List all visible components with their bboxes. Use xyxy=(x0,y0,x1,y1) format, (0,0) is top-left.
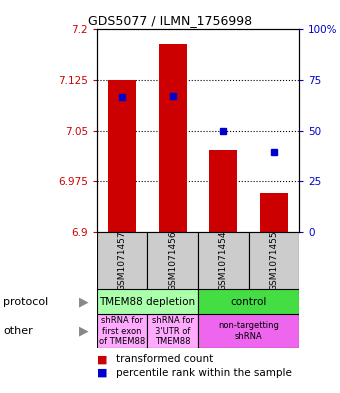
Text: GSM1071456: GSM1071456 xyxy=(168,230,177,291)
Bar xyxy=(148,314,198,348)
Bar xyxy=(97,314,148,348)
Text: control: control xyxy=(231,297,267,307)
Text: protocol: protocol xyxy=(3,297,49,307)
Text: GSM1071454: GSM1071454 xyxy=(219,230,228,290)
Text: GDS5077 / ILMN_1756998: GDS5077 / ILMN_1756998 xyxy=(88,14,252,27)
Text: other: other xyxy=(3,326,33,336)
Bar xyxy=(198,232,249,289)
Bar xyxy=(108,80,136,232)
Text: ▶: ▶ xyxy=(79,325,88,338)
Bar xyxy=(97,232,148,289)
Bar xyxy=(209,150,237,232)
Bar xyxy=(198,314,299,348)
Text: GSM1071455: GSM1071455 xyxy=(269,230,278,291)
Bar xyxy=(249,232,299,289)
Text: transformed count: transformed count xyxy=(116,354,213,364)
Text: ▶: ▶ xyxy=(79,295,88,308)
Text: ■: ■ xyxy=(97,368,107,378)
Bar xyxy=(159,44,187,232)
Bar xyxy=(148,232,198,289)
Text: ■: ■ xyxy=(97,354,107,364)
Bar xyxy=(260,193,288,232)
Text: GSM1071457: GSM1071457 xyxy=(118,230,127,291)
Text: percentile rank within the sample: percentile rank within the sample xyxy=(116,368,291,378)
Bar xyxy=(198,289,299,314)
Text: shRNA for
3'UTR of
TMEM88: shRNA for 3'UTR of TMEM88 xyxy=(152,316,194,346)
Text: shRNA for
first exon
of TMEM88: shRNA for first exon of TMEM88 xyxy=(99,316,145,346)
Text: TMEM88 depletion: TMEM88 depletion xyxy=(99,297,195,307)
Text: non-targetting
shRNA: non-targetting shRNA xyxy=(218,321,279,341)
Bar xyxy=(97,289,198,314)
